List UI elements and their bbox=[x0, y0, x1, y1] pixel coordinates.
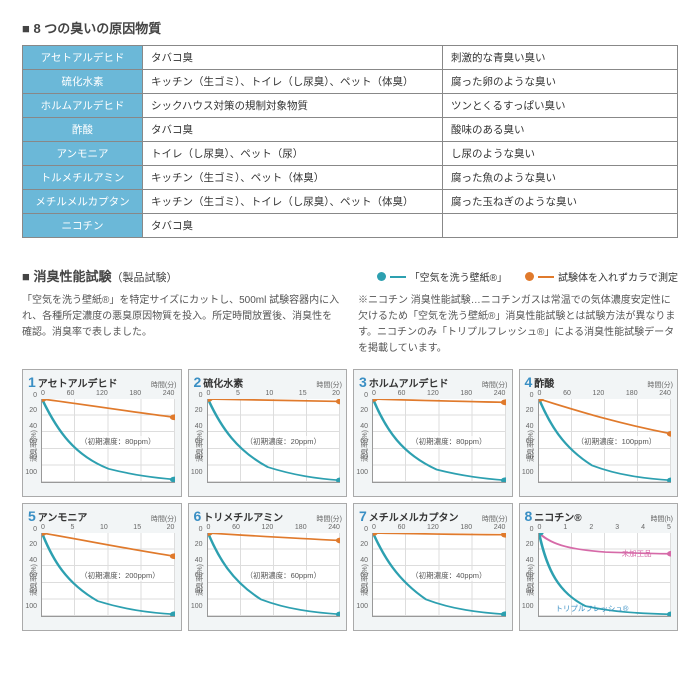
chart-xlabel: 時間(分) bbox=[482, 380, 508, 390]
chart-ylabel: 消臭率(%) bbox=[525, 564, 535, 596]
substance-source: トイレ（し尿臭）、ペット（尿） bbox=[143, 142, 443, 166]
chart-2: 2硫化水素時間(分)02040608010005101520（初期濃度：20pp… bbox=[188, 369, 348, 497]
substance-name: トルメチルアミン bbox=[23, 166, 143, 190]
table-row: トルメチルアミンキッチン（生ゴミ）、ペット（体臭）腐った魚のような臭い bbox=[23, 166, 678, 190]
substance-desc bbox=[443, 214, 678, 238]
substance-name: 硫化水素 bbox=[23, 70, 143, 94]
chart-xticks: 060120180240 bbox=[356, 390, 510, 397]
legend-teal: 「空気を洗う壁紙®」 bbox=[377, 269, 507, 284]
substance-name: ニコチン bbox=[23, 214, 143, 238]
table-row: アセトアルデヒドタバコ臭刺激的な青臭い臭い bbox=[23, 46, 678, 70]
table-row: 酢酸タバコ臭酸味のある臭い bbox=[23, 118, 678, 142]
table-row: 硫化水素キッチン（生ゴミ）、トイレ（し尿臭）、ペット（体臭）腐った卵のような臭い bbox=[23, 70, 678, 94]
chart-ylabel: 消臭率(%) bbox=[360, 564, 370, 596]
substance-source: キッチン（生ゴミ）、トイレ（し尿臭）、ペット（体臭） bbox=[143, 70, 443, 94]
legend-orange: 試験体を入れずカラで測定 bbox=[525, 269, 678, 284]
chart-xlabel: 時間(分) bbox=[151, 514, 177, 524]
chart-area: （初期濃度：40ppm）消臭率(%) bbox=[372, 533, 506, 617]
teal-line-icon bbox=[390, 276, 406, 278]
chart-concentration: （初期濃度：20ppm） bbox=[245, 436, 322, 447]
substance-source: タバコ臭 bbox=[143, 46, 443, 70]
substance-source: キッチン（生ゴミ）、ペット（体臭） bbox=[143, 166, 443, 190]
chart-5: 5アンモニア時間(分)02040608010005101520（初期濃度：200… bbox=[22, 503, 182, 631]
chart-6: 6トリメチルアミン時間(分)020406080100060120180240（初… bbox=[188, 503, 348, 631]
table-row: ホルムアルデヒドシックハウス対策の規制対象物質ツンとくるすっぱい臭い bbox=[23, 94, 678, 118]
section2-header: ■ 消臭性能試験（製品試験） 「空気を洗う壁紙®」 試験体を入れずカラで測定 bbox=[22, 266, 678, 285]
chart-area: 未加工品トリプルフレッシュ®消臭率(%) bbox=[538, 533, 672, 617]
substance-source: シックハウス対策の規制対象物質 bbox=[143, 94, 443, 118]
substance-name: アセトアルデヒド bbox=[23, 46, 143, 70]
substance-name: ホルムアルデヒド bbox=[23, 94, 143, 118]
procedure-left: 「空気を洗う壁紙®」を特定サイズにカットし、500ml 試験容器内に入れ、各種所… bbox=[22, 293, 342, 357]
procedure-right: ※ニコチン 消臭性能試験…ニコチンガスは常温での気体濃度安定性に欠けるため「空気… bbox=[358, 293, 678, 357]
table-row: ニコチンタバコ臭 bbox=[23, 214, 678, 238]
substance-desc: 腐った魚のような臭い bbox=[443, 166, 678, 190]
chart-xlabel: 時間(分) bbox=[316, 514, 342, 524]
section2-title: ■ 消臭性能試験 bbox=[22, 269, 111, 284]
substance-desc: 腐った玉ねぎのような臭い bbox=[443, 190, 678, 214]
chart-concentration: （初期濃度：200ppm） bbox=[79, 570, 161, 581]
chart-area: （初期濃度：80ppm）消臭率(%) bbox=[372, 399, 506, 483]
chart-xticks: 012345 bbox=[522, 524, 676, 531]
chart-area: （初期濃度：200ppm）消臭率(%) bbox=[41, 533, 175, 617]
chart-extra-label: トリプルフレッシュ® bbox=[554, 603, 629, 614]
chart-7: 7メチルメルカプタン時間(分)020406080100060120180240（… bbox=[353, 503, 513, 631]
section2-sub: （製品試験） bbox=[111, 272, 177, 284]
chart-xticks: 05101520 bbox=[25, 524, 179, 531]
chart-ylabel: 消臭率(%) bbox=[194, 430, 204, 462]
table-row: アンモニアトイレ（し尿臭）、ペット（尿）し尿のような臭い bbox=[23, 142, 678, 166]
section1-title: ■ 8 つの臭いの原因物質 bbox=[22, 18, 678, 37]
chart-ylabel: 消臭率(%) bbox=[360, 430, 370, 462]
table-row: メチルメルカプタンキッチン（生ゴミ）、トイレ（し尿臭）、ペット（体臭）腐った玉ね… bbox=[23, 190, 678, 214]
orange-dot-icon bbox=[525, 272, 534, 281]
substance-name: アンモニア bbox=[23, 142, 143, 166]
chart-ylabel: 消臭率(%) bbox=[29, 430, 39, 462]
chart-xlabel: 時間(分) bbox=[316, 380, 342, 390]
chart-concentration: （初期濃度：40ppm） bbox=[410, 570, 487, 581]
substance-desc: 腐った卵のような臭い bbox=[443, 70, 678, 94]
chart-xticks: 060120180240 bbox=[191, 524, 345, 531]
chart-area: （初期濃度：20ppm）消臭率(%) bbox=[207, 399, 341, 483]
charts-grid: 1アセトアルデヒド時間(分)020406080100060120180240（初… bbox=[22, 369, 678, 631]
chart-area: （初期濃度：80ppm）消臭率(%) bbox=[41, 399, 175, 483]
chart-ylabel: 消臭率(%) bbox=[194, 564, 204, 596]
chart-concentration: （初期濃度：80ppm） bbox=[79, 436, 156, 447]
chart-xticks: 060120180240 bbox=[522, 390, 676, 397]
chart-4: 4酢酸時間(分)020406080100060120180240（初期濃度：10… bbox=[519, 369, 679, 497]
chart-xlabel: 時間(分) bbox=[151, 380, 177, 390]
substance-desc: 酸味のある臭い bbox=[443, 118, 678, 142]
chart-extra-label: 未加工品 bbox=[621, 548, 653, 559]
chart-concentration: （初期濃度：80ppm） bbox=[410, 436, 487, 447]
orange-line-icon bbox=[538, 276, 554, 278]
chart-1: 1アセトアルデヒド時間(分)020406080100060120180240（初… bbox=[22, 369, 182, 497]
chart-area: （初期濃度：100ppm）消臭率(%) bbox=[538, 399, 672, 483]
chart-xticks: 05101520 bbox=[191, 390, 345, 397]
chart-ylabel: 消臭率(%) bbox=[525, 430, 535, 462]
substance-source: キッチン（生ゴミ）、トイレ（し尿臭）、ペット（体臭） bbox=[143, 190, 443, 214]
teal-dot-icon bbox=[377, 272, 386, 281]
chart-xlabel: 時間(分) bbox=[482, 514, 508, 524]
chart-ylabel: 消臭率(%) bbox=[29, 564, 39, 596]
chart-xlabel: 時間(分) bbox=[647, 380, 673, 390]
substance-desc: 刺激的な青臭い臭い bbox=[443, 46, 678, 70]
chart-8: 8ニコチン®時間(h)020406080100012345未加工品トリプルフレッ… bbox=[519, 503, 679, 631]
substance-source: タバコ臭 bbox=[143, 118, 443, 142]
procedure-row: 「空気を洗う壁紙®」を特定サイズにカットし、500ml 試験容器内に入れ、各種所… bbox=[22, 293, 678, 357]
substances-table: アセトアルデヒドタバコ臭刺激的な青臭い臭い硫化水素キッチン（生ゴミ）、トイレ（し… bbox=[22, 45, 678, 238]
substance-name: 酢酸 bbox=[23, 118, 143, 142]
substance-desc: し尿のような臭い bbox=[443, 142, 678, 166]
chart-xticks: 060120180240 bbox=[25, 390, 179, 397]
chart-concentration: （初期濃度：60ppm） bbox=[245, 570, 322, 581]
chart-3: 3ホルムアルデヒド時間(分)020406080100060120180240（初… bbox=[353, 369, 513, 497]
substance-name: メチルメルカプタン bbox=[23, 190, 143, 214]
chart-area: （初期濃度：60ppm）消臭率(%) bbox=[207, 533, 341, 617]
chart-concentration: （初期濃度：100ppm） bbox=[576, 436, 658, 447]
substance-desc: ツンとくるすっぱい臭い bbox=[443, 94, 678, 118]
chart-xlabel: 時間(h) bbox=[650, 514, 673, 524]
chart-xticks: 060120180240 bbox=[356, 524, 510, 531]
substance-source: タバコ臭 bbox=[143, 214, 443, 238]
